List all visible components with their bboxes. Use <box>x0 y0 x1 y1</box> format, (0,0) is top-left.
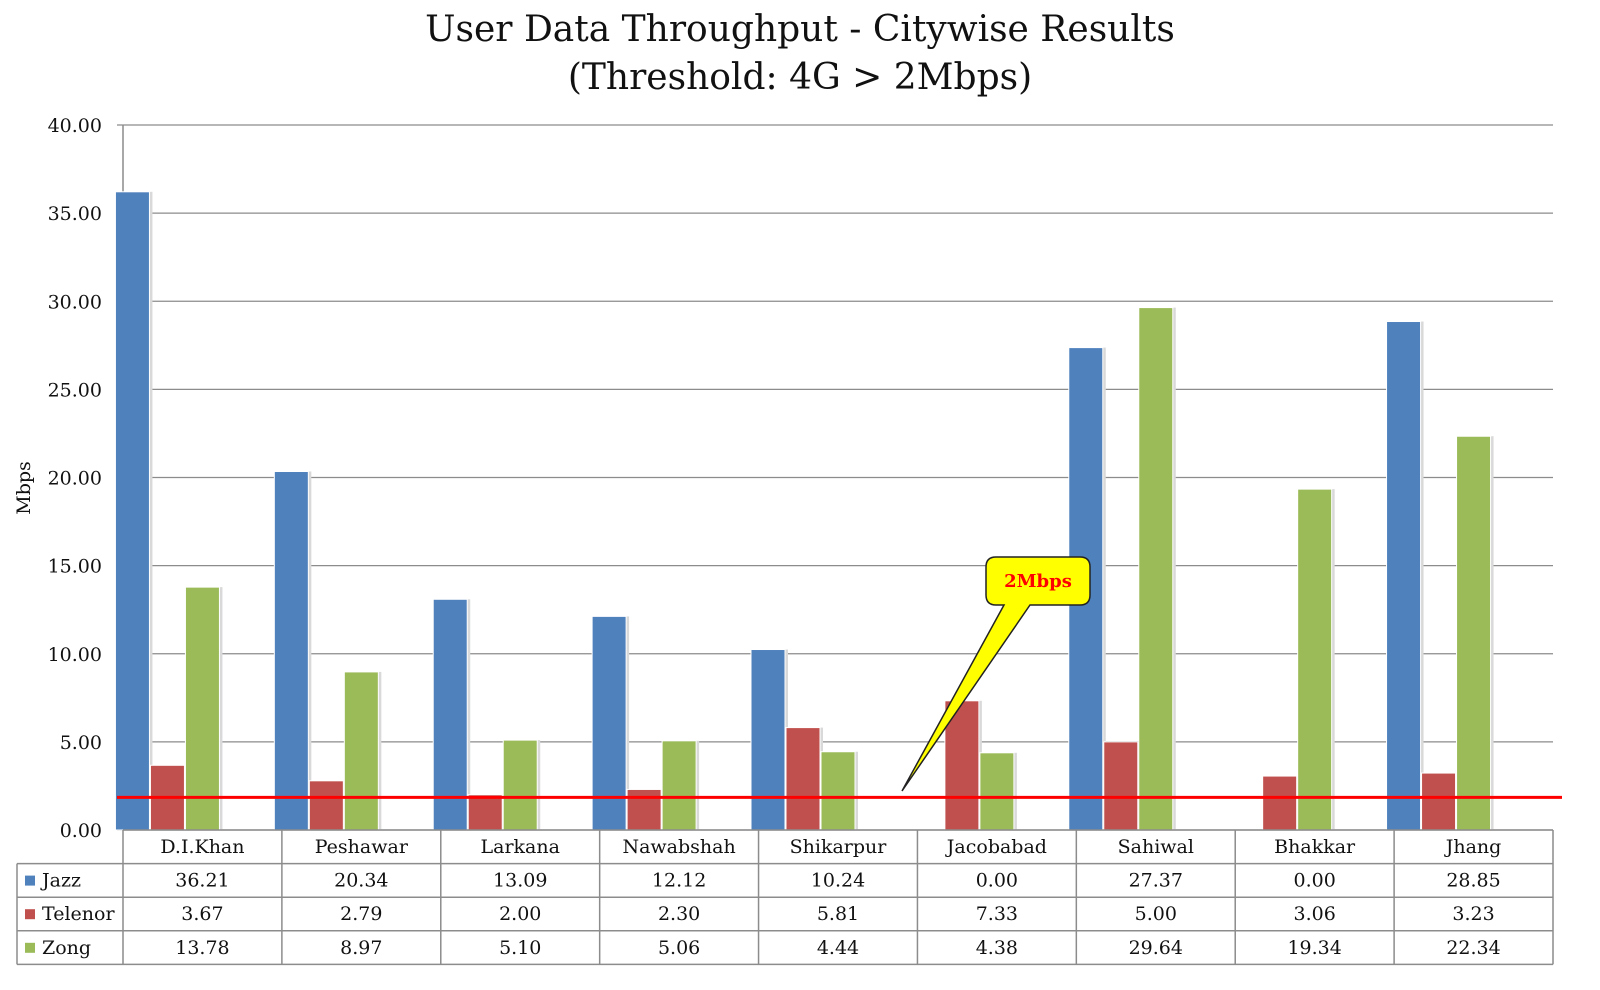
bar-telenor <box>626 788 662 831</box>
data-label: 0.00 <box>976 870 1018 892</box>
legend-swatch-telenor <box>25 909 35 920</box>
data-label: 2.00 <box>499 903 541 925</box>
y-tick-labels: 0.00 5.00 10.00 15.00 20.00 25.00 30.00 35.00 40… <box>48 115 102 842</box>
bar-telenor <box>785 727 821 831</box>
y-tick-label: 10.00 <box>48 644 102 666</box>
category-label: Sahiwal <box>1118 836 1194 858</box>
bar-telenor <box>467 794 503 831</box>
bar-zong <box>979 752 1015 831</box>
data-label: 4.44 <box>817 937 859 959</box>
data-label: 2.30 <box>658 903 700 925</box>
data-label: 7.33 <box>976 903 1018 925</box>
bar-telenor <box>308 780 344 831</box>
bar-zong <box>1456 435 1492 831</box>
y-tick-label: 15.00 <box>48 556 102 578</box>
callout-bubble <box>901 556 1091 792</box>
bar-zong <box>661 740 697 831</box>
data-label: 20.34 <box>334 870 388 892</box>
bar-jazz <box>273 471 309 831</box>
category-label: Bhakkar <box>1274 836 1356 858</box>
chart-title: User Data Throughput - Citywise Results <box>425 9 1175 50</box>
y-tick-label: 20.00 <box>48 468 102 490</box>
data-label: 0.00 <box>1294 870 1336 892</box>
data-label: 4.38 <box>976 937 1018 959</box>
bars <box>114 191 1494 831</box>
bar-zong <box>1297 488 1333 831</box>
y-tick-label: 30.00 <box>48 291 102 313</box>
category-label: Nawabshah <box>622 836 735 858</box>
category-label: Jhang <box>1444 836 1502 858</box>
bar-jazz <box>750 649 786 831</box>
chart-subtitle: (Threshold: 4G > 2Mbps) <box>568 57 1032 98</box>
data-label: 5.06 <box>658 937 700 959</box>
data-label: 5.00 <box>1135 903 1177 925</box>
bar-telenor <box>944 700 980 831</box>
legend-label-telenor: Telenor <box>42 903 115 925</box>
data-label: 13.78 <box>175 937 229 959</box>
y-tick-label: 0.00 <box>60 820 102 842</box>
bar-zong <box>1138 307 1174 831</box>
data-label: 5.81 <box>817 903 859 925</box>
data-label: 10.24 <box>811 870 865 892</box>
bar-zong <box>502 739 538 831</box>
data-table: D.I.Khan Peshawar Larkana Nawabshah Shikarpu… <box>16 829 1554 966</box>
data-label: 3.23 <box>1452 903 1494 925</box>
legend-label-zong: Zong <box>42 937 91 959</box>
data-label: 2.79 <box>340 903 382 925</box>
y-tick-label: 25.00 <box>48 379 102 401</box>
threshold: 2Mbps <box>117 556 1562 799</box>
callout-label: 2Mbps <box>1004 571 1072 592</box>
y-tick-label: 5.00 <box>60 732 102 754</box>
legend-swatch-zong <box>25 942 35 953</box>
category-label: Shikarpur <box>790 836 888 858</box>
data-label: 3.67 <box>181 903 223 925</box>
y-tick-label: 40.00 <box>48 115 102 137</box>
category-label: Jacobabad <box>945 836 1047 858</box>
bar-telenor <box>1103 741 1139 831</box>
data-label: 12.12 <box>652 870 706 892</box>
y-axis-label: Mbps <box>13 461 35 515</box>
legend-label-jazz: Jazz <box>40 870 81 892</box>
bar-jazz <box>432 598 468 831</box>
y-tick-label: 35.00 <box>48 203 102 225</box>
bar-zong <box>184 586 220 831</box>
bar-zong <box>343 671 379 831</box>
bar-jazz <box>114 191 150 831</box>
bar-zong <box>820 751 856 831</box>
data-label: 5.10 <box>499 937 541 959</box>
category-label: D.I.Khan <box>160 836 244 858</box>
bar-telenor <box>1421 772 1457 831</box>
data-label: 3.06 <box>1294 903 1336 925</box>
data-label: 27.37 <box>1129 870 1183 892</box>
data-label: 29.64 <box>1129 937 1183 959</box>
bar-jazz <box>1386 321 1422 831</box>
data-label: 28.85 <box>1446 870 1500 892</box>
data-label: 36.21 <box>175 870 229 892</box>
data-label: 8.97 <box>340 937 382 959</box>
data-label: 13.09 <box>493 870 547 892</box>
legend-swatch-jazz <box>25 875 35 886</box>
data-label: 22.34 <box>1446 937 1500 959</box>
bar-telenor <box>1262 775 1298 831</box>
bar-jazz <box>591 615 627 831</box>
data-label: 19.34 <box>1287 937 1341 959</box>
category-label: Peshawar <box>315 836 409 858</box>
gridlines <box>117 124 1553 831</box>
category-label: Larkana <box>481 836 560 858</box>
